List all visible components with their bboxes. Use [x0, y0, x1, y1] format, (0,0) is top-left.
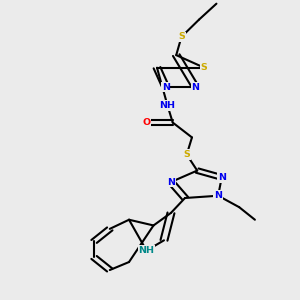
Text: S: S	[201, 63, 208, 72]
Text: N: N	[214, 191, 222, 200]
Text: NH: NH	[160, 101, 176, 110]
Text: N: N	[167, 178, 175, 187]
Text: S: S	[178, 32, 185, 41]
Text: N: N	[162, 82, 170, 91]
Text: N: N	[218, 173, 226, 182]
Text: O: O	[142, 118, 151, 127]
Text: NH: NH	[139, 246, 154, 255]
Text: N: N	[191, 82, 200, 91]
Text: S: S	[183, 150, 190, 159]
